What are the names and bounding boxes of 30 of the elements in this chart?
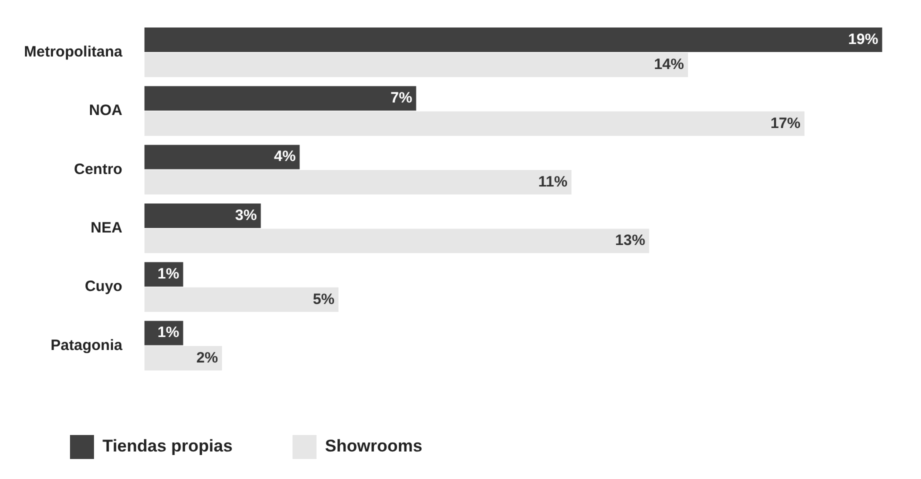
y-tick-label: Cuyo (84, 278, 122, 296)
legend-label: Tiendas propias (102, 436, 233, 456)
bar (144, 346, 222, 371)
data-label: 19% (848, 30, 878, 48)
data-label: 7% (390, 90, 412, 107)
bar (144, 86, 416, 111)
legend-label: Showrooms (325, 436, 422, 456)
y-tick-label: Metropolitana (24, 43, 123, 60)
data-label: 4% (274, 148, 296, 166)
data-label: 13% (615, 232, 646, 250)
data-label: 14% (654, 56, 684, 74)
bar (144, 27, 882, 52)
bar (144, 144, 300, 170)
data-label: 1% (157, 324, 180, 342)
data-label: 3% (235, 206, 257, 224)
data-label: 5% (312, 290, 334, 308)
data-label: 11% (538, 173, 568, 190)
y-tick-label: NOA (88, 102, 122, 120)
y-tick-label: NEA (90, 219, 122, 236)
y-tick-label: Patagonia (50, 336, 123, 354)
data-label: 1% (157, 266, 180, 283)
bar (144, 203, 261, 228)
data-label: 2% (196, 349, 218, 366)
y-tick-label: Centro (74, 160, 122, 178)
bar (144, 111, 804, 136)
bar (144, 287, 338, 312)
bar (144, 228, 650, 254)
bar (144, 52, 688, 78)
data-label: 17% (770, 114, 800, 132)
bar (144, 170, 572, 195)
